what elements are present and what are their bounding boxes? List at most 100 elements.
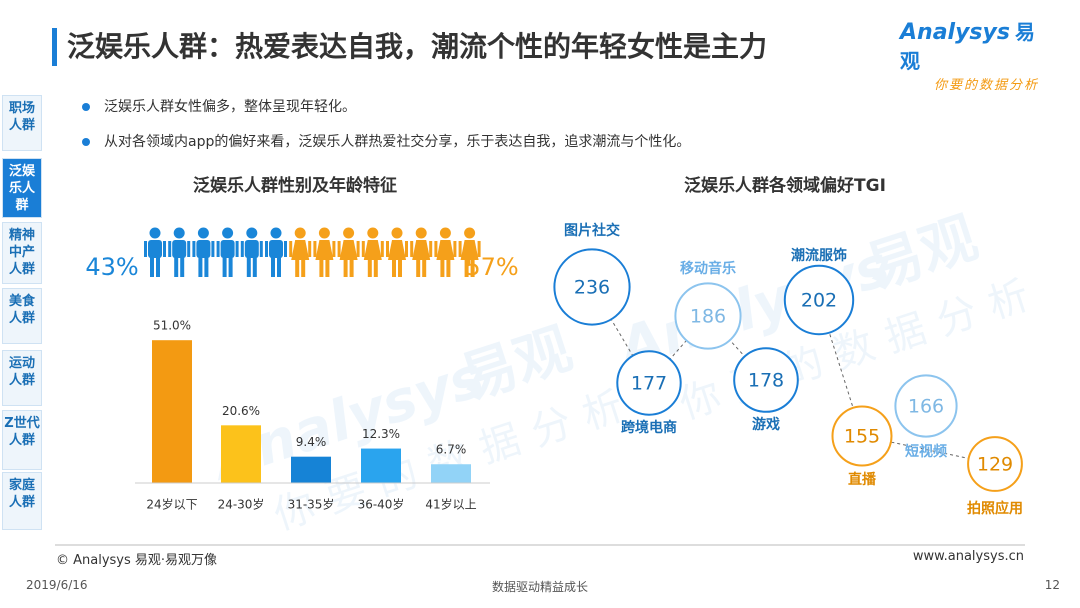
sidebar-tab[interactable]: 家庭人群	[2, 472, 42, 530]
connector	[861, 435, 996, 465]
icon-arm	[168, 241, 172, 257]
gender-label: 57%	[465, 253, 518, 281]
watermark-brand-cn: 易观	[858, 205, 985, 301]
icon-leg	[470, 257, 475, 277]
person-icon	[386, 227, 408, 277]
icon-body	[220, 240, 235, 258]
icon-leg	[295, 257, 300, 277]
person-icon	[434, 227, 457, 277]
website: www.analysys.cn	[912, 549, 1024, 564]
icon-leg	[343, 257, 348, 277]
icon-arm	[453, 241, 457, 257]
bubble-value: 178	[748, 370, 784, 392]
logo-brand: Analysys	[900, 20, 1010, 45]
icon-leg	[416, 257, 421, 277]
icon-arm	[163, 241, 166, 257]
icon-arm	[429, 241, 433, 257]
icon-head	[149, 227, 161, 239]
bubble	[733, 347, 799, 413]
icon-leg	[204, 257, 209, 277]
icon-leg	[373, 257, 378, 277]
icon-arm	[337, 241, 341, 257]
data-label: 12.3%	[362, 427, 400, 441]
icon-arm	[235, 241, 239, 257]
sidebar-tab[interactable]: 美食人群	[2, 288, 42, 344]
sidebar-tab[interactable]: 运动人群	[2, 350, 42, 406]
bubble	[967, 436, 1023, 492]
icon-arm	[240, 241, 244, 257]
x-tick-label: 31-35岁	[288, 497, 335, 512]
icon-leg	[446, 257, 451, 277]
bubble-value: 129	[977, 454, 1013, 476]
data-label: 9.4%	[296, 435, 327, 449]
icon-arm	[192, 241, 196, 257]
logo-brand-cn: 易观	[900, 20, 1036, 73]
person-icon	[144, 227, 166, 277]
icon-leg	[398, 257, 402, 277]
x-tick-label: 41岁以上	[425, 497, 476, 512]
icon-arm	[284, 241, 287, 257]
icon-body	[460, 240, 479, 260]
x-tick-label: 24岁以下	[146, 497, 197, 512]
icon-arm	[434, 241, 438, 257]
bubble	[894, 374, 958, 438]
icon-head	[270, 227, 282, 239]
bubble-label: 跨境电商	[621, 419, 677, 436]
bubble-label: 短视频	[905, 443, 947, 460]
icon-arm	[289, 241, 293, 257]
icon-body	[315, 240, 334, 260]
icon-body	[412, 240, 431, 260]
icon-leg	[319, 257, 324, 277]
person-icon	[458, 227, 481, 277]
icon-body	[172, 240, 187, 258]
bubble-label: 拍照应用	[967, 500, 1023, 517]
person-icon	[265, 227, 287, 277]
icon-head	[343, 227, 355, 239]
icon-head	[415, 227, 427, 239]
icon-arm	[265, 241, 268, 257]
icon-body	[388, 240, 406, 260]
person-icon	[361, 227, 384, 277]
page-number: 12	[1044, 578, 1060, 592]
icon-body	[363, 240, 382, 260]
icon-head	[391, 227, 403, 239]
bubble-label: 直播	[848, 471, 877, 488]
person-icon	[216, 227, 239, 277]
bubble	[616, 350, 682, 416]
sidebar-tab[interactable]: 精神中产人群	[2, 222, 42, 284]
icon-leg	[349, 257, 354, 277]
icon-leg	[156, 257, 160, 277]
icon-body	[436, 240, 455, 260]
slide-title: 泛娱乐人群：热爱表达自我，潮流个性的年轻女性是主力	[52, 28, 767, 66]
icon-leg	[325, 257, 330, 277]
sidebar-tab[interactable]: 泛娱乐人群	[2, 158, 42, 218]
x-tick-label: 24-30岁	[218, 497, 265, 512]
sidebar-tab[interactable]: 职场人群	[2, 95, 42, 151]
data-label: 51.0%	[153, 319, 191, 333]
person-icon	[337, 227, 360, 277]
icon-head	[367, 227, 379, 239]
icon-leg	[301, 257, 306, 277]
watermark-brand-cn: 易观	[453, 316, 580, 412]
sidebar-tab[interactable]: Z世代人群	[2, 410, 42, 470]
x-tick-label: 36-40岁	[358, 497, 405, 512]
bubble-label: 潮流服饰	[791, 247, 847, 264]
bullet: 泛娱乐人群女性偏多，整体呈现年轻化。	[82, 96, 356, 116]
bubble-value: 166	[908, 396, 944, 418]
icon-body	[196, 240, 211, 258]
icon-leg	[246, 257, 251, 277]
icon-arm	[361, 241, 365, 257]
icon-body	[291, 240, 310, 260]
person-icon	[240, 227, 263, 277]
person-icon	[192, 227, 215, 277]
bubble-value: 155	[844, 426, 880, 448]
person-icon	[410, 227, 433, 277]
icon-head	[318, 227, 330, 239]
icon-body	[269, 240, 283, 258]
icon-leg	[174, 257, 179, 277]
icon-head	[439, 227, 451, 239]
icon-head	[464, 227, 476, 239]
icon-head	[197, 227, 209, 239]
